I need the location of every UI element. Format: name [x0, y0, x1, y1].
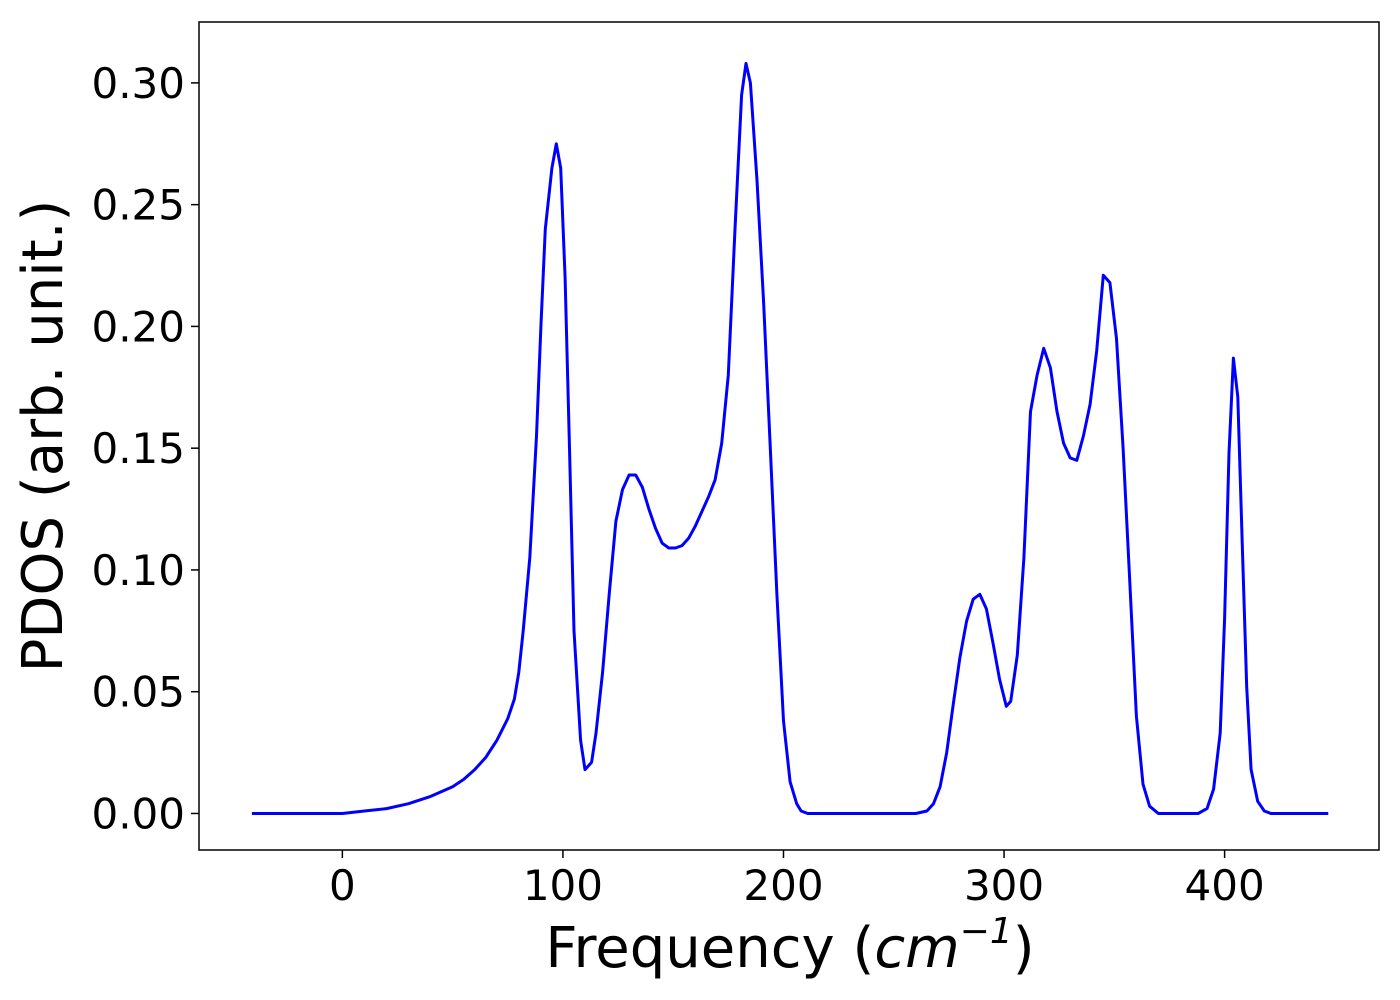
x-axis-label-close: ): [1013, 916, 1035, 981]
y-tick-label: 0.05: [91, 668, 185, 717]
x-axis-label: Frequency (cm−1): [545, 911, 1034, 981]
x-tick-label: 100: [523, 861, 603, 910]
y-tick-label: 0.00: [91, 789, 185, 838]
y-tick-label: 0.25: [91, 181, 185, 230]
pdos-series-line: [251, 61, 1329, 815]
y-tick-label: 0.10: [91, 546, 185, 595]
y-axis-label: PDOS (arb. unit.): [11, 200, 76, 673]
y-axis-ticks: 0.00 0.05 0.10 0.15 0.20 0.25 0.30: [91, 59, 199, 838]
plot-frame: [198, 21, 1380, 851]
y-tick-label: 0.15: [91, 424, 185, 473]
x-tick-label: 400: [1185, 861, 1265, 910]
y-tick-label: 0.20: [91, 302, 185, 351]
x-tick-label: 0: [329, 861, 356, 910]
x-tick-label: 200: [743, 861, 823, 910]
series-layer: [251, 61, 1329, 815]
x-tick-label: 300: [964, 861, 1044, 910]
x-axis-label-main: Frequency (: [545, 916, 874, 981]
x-axis-label-unit: cm: [874, 916, 959, 981]
y-tick-label: 0.30: [91, 59, 185, 108]
x-axis-ticks: 0 100 200 300 400: [329, 850, 1265, 910]
x-axis-label-exponent: −1: [960, 911, 1013, 952]
